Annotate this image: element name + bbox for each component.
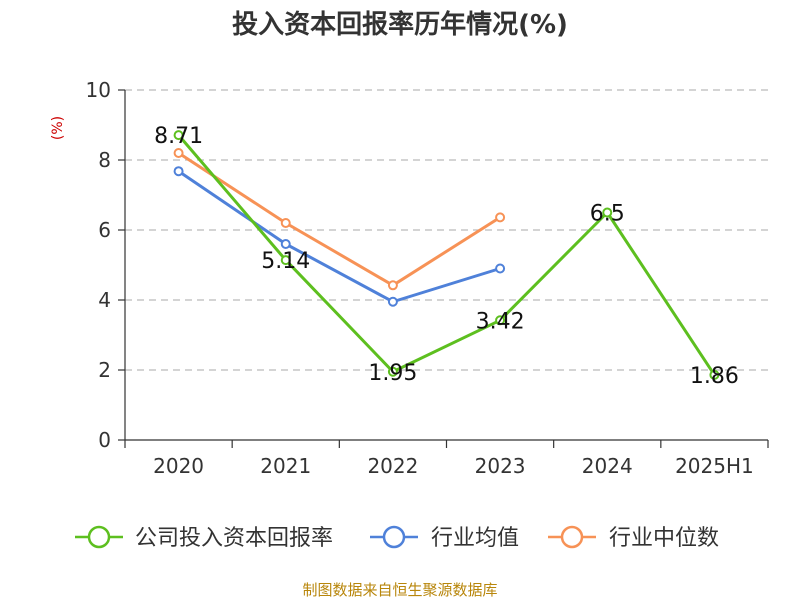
data-point (173, 130, 184, 141)
x-tick-label: 2024 (582, 454, 633, 478)
x-tick-label: 2021 (260, 454, 311, 478)
chart-title: 投入资本回报率历年情况(%) (232, 9, 568, 40)
legend-label: 行业中位数 (609, 526, 719, 551)
legend-marker (87, 525, 111, 549)
data-point (280, 239, 291, 249)
data-point (387, 280, 398, 291)
axes: 0 2 4 6 8 10 2020 2021 2022 2023 2024 2025H1 (86, 78, 769, 478)
x-tick-label: 2022 (367, 454, 418, 478)
data-label: 3.42 (476, 309, 525, 334)
data-point (495, 212, 506, 223)
data-labels: 8.71 5.14 1.95 3.42 6.5 1.86 (154, 124, 739, 389)
legend-marker (382, 525, 406, 549)
data-point (495, 263, 506, 274)
y-tick-label: 6 (98, 218, 111, 242)
legend-label: 公司投入资本回报率 (135, 526, 333, 551)
series-group (173, 130, 720, 380)
data-point (709, 369, 720, 380)
data-point (387, 296, 398, 307)
y-axis-unit: (%) (50, 116, 66, 140)
data-point (280, 255, 291, 266)
legend-marker (560, 525, 584, 549)
data-label: 5.14 (261, 249, 310, 274)
data-point (602, 207, 613, 218)
data-point (173, 166, 184, 177)
data-point (495, 315, 506, 326)
series-line-1 (177, 169, 501, 304)
x-tick-label: 2023 (475, 454, 526, 478)
y-tick-label: 0 (98, 428, 111, 452)
y-tick-label: 4 (98, 288, 111, 312)
data-label: 1.86 (690, 364, 739, 389)
data-label: 8.71 (154, 124, 203, 149)
x-tick-label: 2025H1 (675, 454, 754, 478)
y-tick-label: 2 (98, 358, 111, 382)
y-tick-label: 10 (86, 78, 111, 102)
source-note: 制图数据来自恒生聚源数据库 (302, 581, 497, 599)
data-point (173, 148, 184, 158)
gridlines (125, 89, 768, 371)
legend: 公司投入资本回报率 行业均值 行业中位数 (75, 525, 719, 551)
x-tick-label: 2020 (153, 454, 204, 478)
data-point (387, 366, 398, 377)
series-line-0 (177, 134, 716, 376)
data-label: 6.5 (590, 202, 625, 227)
y-tick-label: 8 (98, 148, 111, 172)
data-label: 1.95 (368, 361, 417, 386)
data-point (280, 218, 291, 228)
series-line-2 (177, 151, 501, 287)
legend-label: 行业均值 (431, 526, 519, 551)
